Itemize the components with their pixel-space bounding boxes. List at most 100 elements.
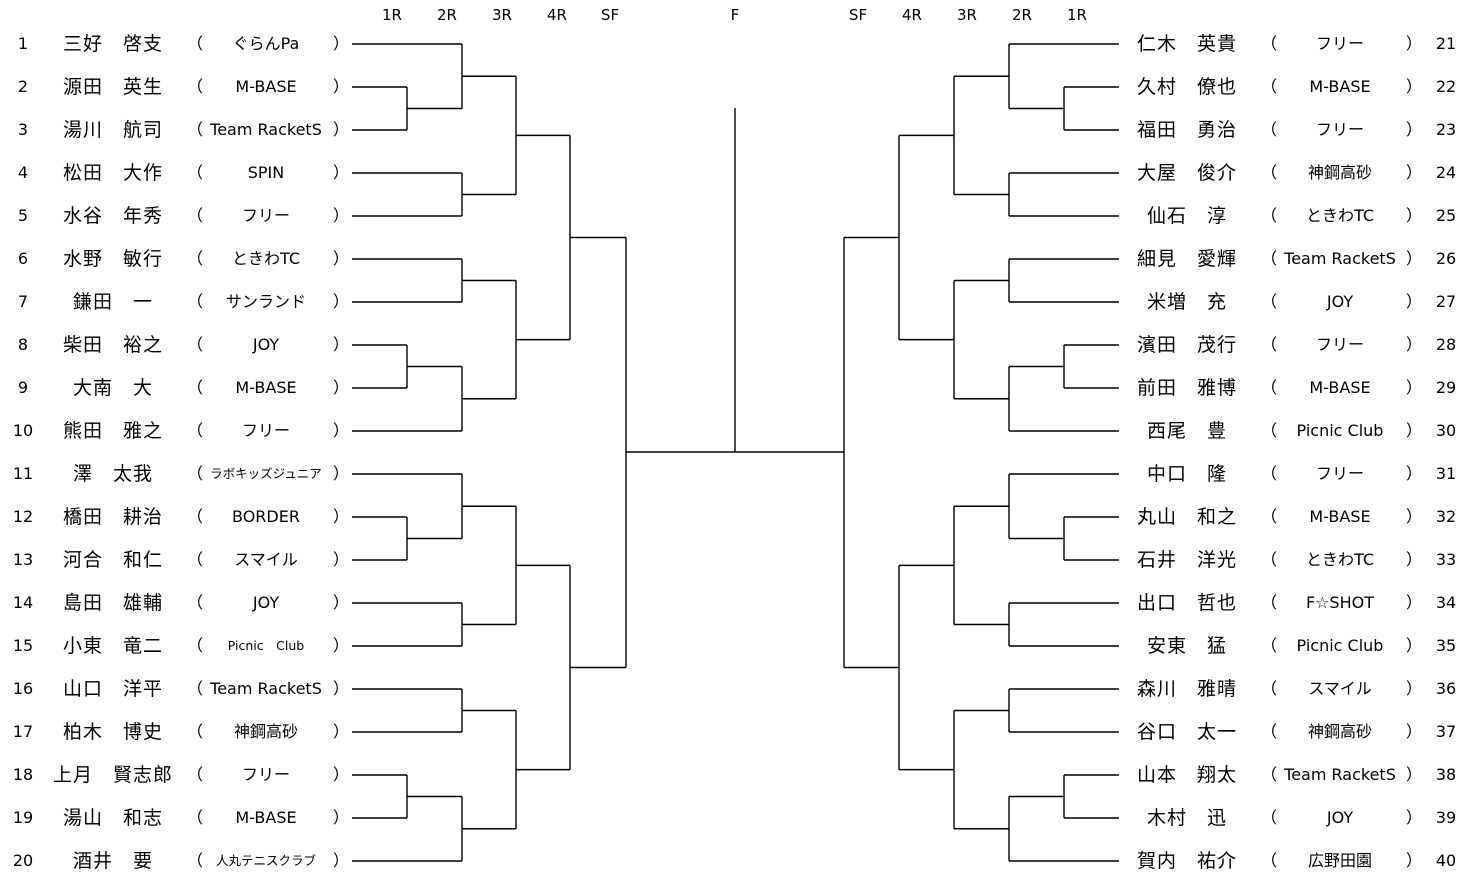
seed-number: 25	[1435, 206, 1457, 225]
player-name: 山本 翔太	[1136, 764, 1237, 786]
paren-close: ）	[1406, 464, 1423, 483]
seed-number: 40	[1435, 851, 1457, 870]
paren-open: （	[187, 292, 204, 311]
club-name: フリー	[241, 421, 290, 440]
seed-number: 31	[1435, 464, 1457, 483]
player-name: 河合 和仁	[62, 549, 163, 571]
paren-close: ）	[333, 722, 350, 741]
player-name: 谷口 太一	[1136, 721, 1237, 743]
club-name: ぐらんPa	[232, 34, 300, 53]
club-name: JOY	[252, 593, 280, 612]
round-header-left-sf: SF	[600, 6, 620, 24]
player-name: 安東 猛	[1146, 635, 1227, 657]
player-name: 酒井 要	[72, 850, 153, 872]
player-name: 米増 充	[1146, 291, 1227, 313]
paren-open: （	[187, 249, 204, 268]
paren-open: （	[1261, 808, 1278, 827]
paren-close: ）	[333, 550, 350, 569]
player-name: 鎌田 一	[72, 291, 153, 313]
player-name: 島田 雄輔	[62, 592, 163, 614]
seed-number: 28	[1435, 335, 1457, 354]
player-name: 澤 太我	[72, 463, 153, 485]
paren-close: ）	[1406, 249, 1423, 268]
paren-close: ）	[1406, 550, 1423, 569]
paren-close: ）	[333, 765, 350, 784]
paren-close: ）	[333, 292, 350, 311]
paren-open: （	[187, 593, 204, 612]
seed-number: 11	[12, 464, 34, 483]
paren-close: ）	[1406, 34, 1423, 53]
player-name: 三好 啓支	[62, 33, 163, 55]
seed-number: 9	[17, 378, 29, 397]
paren-close: ）	[1406, 378, 1423, 397]
seed-number: 1	[17, 34, 29, 53]
seed-number: 30	[1435, 421, 1457, 440]
club-name: JOY	[1326, 808, 1354, 827]
player-name: 大屋 俊介	[1136, 162, 1237, 184]
paren-close: ）	[1406, 120, 1423, 139]
paren-close: ）	[1406, 77, 1423, 96]
seed-number: 3	[17, 120, 29, 139]
club-name: Picnic Club	[1296, 636, 1384, 655]
player-name: 木村 迅	[1146, 807, 1227, 829]
paren-open: （	[187, 77, 204, 96]
club-name: Picnic Club	[1296, 421, 1384, 440]
paren-open: （	[187, 421, 204, 440]
seed-number: 6	[17, 249, 29, 268]
player-name: 西尾 豊	[1146, 420, 1227, 442]
seed-number: 5	[17, 206, 29, 225]
player-name: 水野 敏行	[62, 248, 163, 270]
paren-open: （	[1261, 34, 1278, 53]
paren-close: ）	[333, 34, 350, 53]
club-name: BORDER	[232, 507, 300, 526]
paren-close: ）	[1406, 636, 1423, 655]
paren-close: ）	[333, 163, 350, 182]
paren-open: （	[187, 722, 204, 741]
player-name: 細見 愛輝	[1136, 248, 1237, 270]
round-header-left-3r: 3R	[492, 6, 512, 24]
round-header-left-2r: 2R	[437, 6, 457, 24]
paren-close: ）	[333, 507, 350, 526]
seed-number: 36	[1435, 679, 1457, 698]
club-name: フリー	[1315, 464, 1364, 483]
round-header-right-3r: 3R	[957, 6, 977, 24]
player-name: 松田 大作	[62, 162, 163, 184]
paren-close: ）	[1406, 206, 1423, 225]
paren-close: ）	[1406, 593, 1423, 612]
player-name: 丸山 和之	[1136, 506, 1237, 528]
player-name: 石井 洋光	[1136, 549, 1237, 571]
club-name: JOY	[1326, 292, 1354, 311]
round-header-right-sf: SF	[848, 6, 868, 24]
paren-open: （	[1261, 765, 1278, 784]
paren-open: （	[187, 163, 204, 182]
paren-close: ）	[333, 249, 350, 268]
paren-close: ）	[1406, 335, 1423, 354]
club-name: 人丸テニスクラブ	[215, 853, 316, 868]
player-name: 中口 隆	[1146, 463, 1227, 485]
seed-number: 16	[12, 679, 34, 698]
player-name: 森川 雅晴	[1136, 678, 1237, 700]
club-name: 神鋼高砂	[233, 722, 298, 741]
paren-close: ）	[333, 77, 350, 96]
paren-close: ）	[333, 206, 350, 225]
paren-open: （	[1261, 464, 1278, 483]
seed-number: 19	[12, 808, 34, 827]
round-header-left-1r: 1R	[382, 6, 402, 24]
paren-open: （	[187, 765, 204, 784]
club-name: M-BASE	[235, 808, 297, 827]
seed-number: 39	[1435, 808, 1457, 827]
club-name: Team RacketS	[210, 120, 322, 139]
paren-open: （	[187, 335, 204, 354]
paren-open: （	[1261, 206, 1278, 225]
paren-close: ）	[1406, 851, 1423, 870]
player-name: 山口 洋平	[62, 678, 163, 700]
paren-open: （	[187, 636, 204, 655]
seed-number: 38	[1435, 765, 1457, 784]
club-name: Picnic Club	[227, 638, 305, 653]
round-header-final: F	[730, 6, 740, 24]
paren-close: ）	[333, 851, 350, 870]
club-name: M-BASE	[1309, 378, 1371, 397]
paren-close: ）	[1406, 765, 1423, 784]
paren-close: ）	[1406, 507, 1423, 526]
paren-open: （	[1261, 421, 1278, 440]
